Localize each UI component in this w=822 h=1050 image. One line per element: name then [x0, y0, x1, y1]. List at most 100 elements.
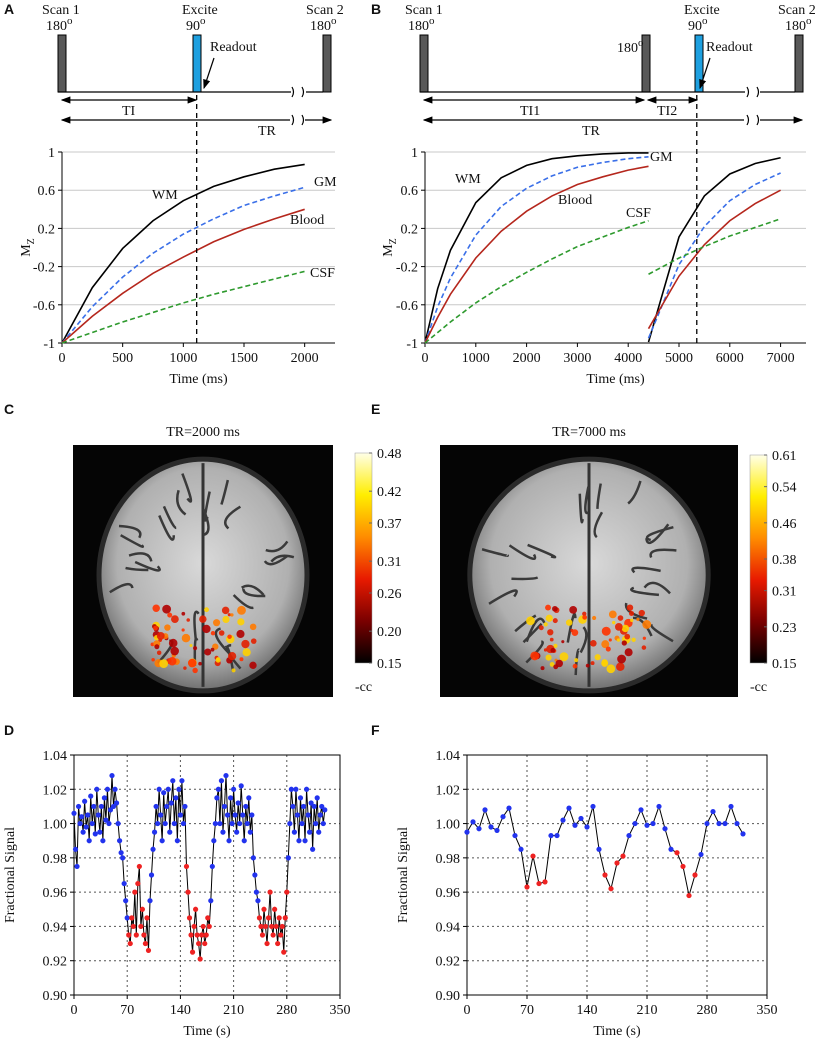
x-axis-label: Time (s) — [183, 1024, 231, 1039]
pulse-angle: 180o — [310, 15, 337, 34]
data-point — [159, 838, 165, 844]
data-point — [247, 829, 253, 835]
data-point — [297, 795, 304, 801]
activation — [156, 650, 162, 655]
inversion-pulse — [794, 34, 804, 93]
activation — [228, 652, 237, 661]
activation — [585, 663, 590, 668]
sulcus — [109, 582, 134, 594]
data-point — [202, 940, 208, 947]
pulse-label: Scan 2 — [306, 3, 344, 18]
y-tick-label: -1 — [406, 337, 418, 352]
sulcus — [508, 544, 537, 561]
x-tick-label: 210 — [223, 1003, 244, 1018]
sulcus — [263, 555, 289, 566]
x-tick-label: 2000 — [513, 351, 541, 366]
data-point — [197, 956, 203, 962]
activation — [210, 631, 216, 636]
interval-label: TI1 — [520, 104, 540, 119]
data-point — [186, 915, 193, 921]
activation — [569, 605, 578, 614]
y-axis-label-main: Fractional Signal — [396, 827, 411, 923]
data-point — [117, 838, 123, 844]
pulse-angle: 90o — [186, 15, 206, 34]
activation — [162, 604, 172, 614]
data-point — [227, 795, 234, 801]
activation — [565, 619, 573, 626]
activation — [231, 668, 236, 673]
data-point — [170, 778, 176, 784]
sulcus — [574, 648, 581, 676]
colorbar-tick-label: 0.15 — [377, 657, 402, 672]
y-tick-label: 0.96 — [436, 886, 461, 901]
data-point — [91, 803, 97, 810]
data-point — [716, 820, 722, 827]
y-axis-label-main: M — [381, 244, 396, 257]
x-tick-label: 0 — [422, 351, 429, 366]
x-tick-label: 0 — [59, 351, 66, 366]
data-point — [542, 879, 548, 885]
activation — [241, 639, 250, 649]
y-axis-label-sub: Z — [26, 238, 37, 244]
data-point — [305, 812, 311, 818]
data-point — [728, 803, 734, 810]
degree: o — [429, 15, 435, 27]
activation — [550, 647, 556, 653]
activation — [592, 615, 597, 621]
colorbar — [354, 452, 373, 664]
activation — [617, 654, 626, 664]
data-point — [278, 932, 284, 938]
panel-label: E — [371, 401, 380, 417]
sulcus — [224, 505, 242, 530]
data-point — [584, 824, 590, 830]
y-tick-label: 0.90 — [43, 989, 68, 1004]
data-point — [317, 812, 323, 818]
series-label: CSF — [310, 266, 335, 281]
y-tick-label: 0.6 — [38, 184, 56, 199]
interval-label: TR — [582, 124, 601, 139]
activation — [594, 654, 601, 661]
y-tick-label: 0.6 — [401, 184, 419, 199]
data-point — [109, 772, 115, 779]
data-point — [133, 932, 139, 938]
data-point — [644, 822, 650, 828]
data-point — [188, 932, 194, 938]
y-axis-label-sub: Z — [388, 238, 399, 244]
colorbar-tick-label: 0.42 — [377, 485, 402, 500]
y-tick-label: 1 — [411, 146, 418, 161]
sulcus — [181, 473, 193, 503]
readout-label: Readout — [706, 40, 753, 55]
activation — [242, 648, 251, 657]
x-axis-label: Time (ms) — [586, 372, 645, 387]
sulcus — [645, 525, 674, 542]
data-point — [224, 812, 231, 818]
data-point — [130, 923, 136, 930]
x-tick-label: 5000 — [665, 351, 693, 366]
data-point — [205, 915, 211, 921]
activation — [151, 657, 155, 662]
activation — [227, 634, 232, 639]
activation — [553, 664, 559, 670]
pulse-diagram: Scan 1 180o 180o Excite 90o Readout Scan… — [405, 3, 816, 139]
y-tick-label: -0.6 — [396, 299, 418, 314]
angle: 90 — [688, 19, 702, 34]
angle: 180 — [46, 19, 67, 34]
x-tick-label: 2000 — [291, 351, 319, 366]
data-point — [115, 820, 121, 827]
data-point — [158, 812, 164, 818]
activation — [638, 609, 645, 617]
activation — [164, 624, 171, 631]
data-point — [194, 932, 200, 938]
data-point — [98, 803, 104, 810]
data-point — [265, 915, 272, 921]
data-point — [578, 815, 584, 822]
activation — [624, 633, 631, 640]
x-tick-label: 3000 — [563, 351, 591, 366]
axis-break — [291, 86, 305, 126]
data-point — [85, 812, 91, 818]
data-point — [141, 932, 147, 938]
data-point — [83, 824, 89, 830]
activation — [236, 629, 245, 639]
sulcus — [488, 589, 518, 605]
sulcus — [224, 645, 235, 672]
